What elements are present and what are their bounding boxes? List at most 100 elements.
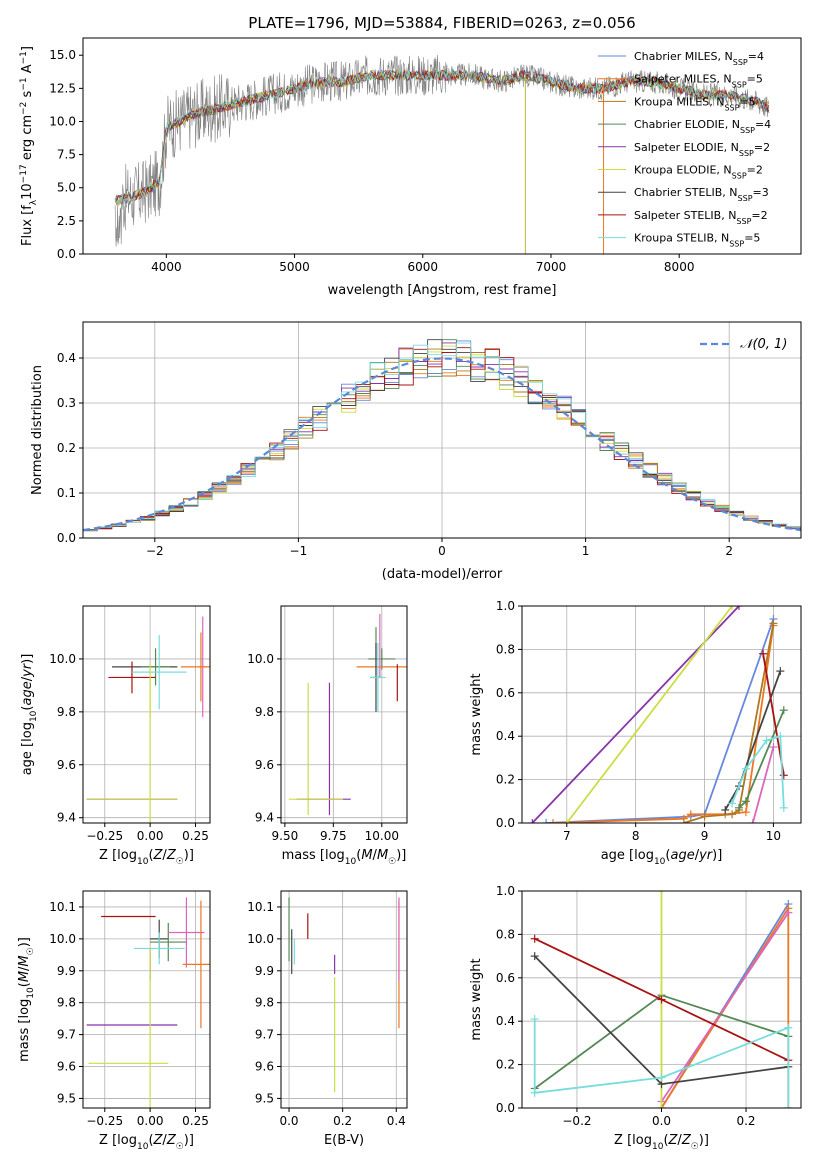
- label-part: age [log: [20, 722, 35, 775]
- label-part: yr: [698, 848, 714, 863]
- legend-text: Salpeter ELODIE, N: [634, 141, 739, 154]
- label-part: )]: [184, 1133, 194, 1148]
- x-tick-label: 10.00: [365, 829, 399, 843]
- x-tick-label: 9.75: [320, 829, 347, 843]
- label-part: Z: [166, 848, 177, 863]
- label-part: Z [log: [99, 1133, 137, 1148]
- legend-text: =2: [754, 141, 770, 154]
- x-tick-label: 0.25: [182, 1114, 209, 1128]
- x-tick-label: 0: [438, 544, 446, 558]
- label-part: s: [20, 90, 35, 101]
- plot-area: [530, 891, 793, 1108]
- label-part: Z: [153, 1133, 164, 1148]
- x-tick-label: −0.25: [86, 1114, 123, 1128]
- x-axis-label: wavelength [Angstrom, rest frame]: [328, 283, 557, 298]
- y-tick-label: 9.9: [57, 964, 76, 978]
- x-tick-label: 0.00: [137, 829, 164, 843]
- panel-mass-vs-EBV: 0.0 0.2 0.4 9.5 9.6 9.7 9.8 9.9 10.0 10.1 E(B-V): [247, 890, 408, 1148]
- y-tick-label: 10.0: [247, 932, 274, 946]
- weight-series: [735, 706, 788, 812]
- histogram-series: [83, 347, 801, 532]
- label-part: 10: [652, 1142, 664, 1152]
- y-tick-label: 10.0: [49, 114, 76, 128]
- y-tick-label: 9.8: [57, 705, 76, 719]
- axes-frame: [521, 605, 802, 824]
- label-part: M: [361, 848, 372, 863]
- plot-area: [86, 616, 210, 823]
- legend-text: =4: [748, 50, 764, 63]
- frame: −0.25 0.00 0.25 9.5 9.6 9.7 9.8 9.9 10.0 10.1 Z [l…: [17, 890, 211, 1152]
- histogram-series: [83, 339, 801, 530]
- weight-line: [660, 912, 790, 1103]
- y-tick-label: 2.5: [57, 214, 76, 228]
- error-bar-point: [368, 648, 396, 670]
- y-tick-label: 0.2: [496, 773, 515, 787]
- error-bar-point: [150, 922, 187, 962]
- y-tick-label: 0.4: [57, 351, 76, 365]
- weight-line: [552, 625, 775, 823]
- y-tick-label: 9.8: [57, 996, 76, 1010]
- legend-sub: SSP: [738, 194, 753, 203]
- y-axis-label: mass weight: [469, 958, 484, 1040]
- x-tick-label: −2: [146, 544, 164, 558]
- x-tick-label: −1: [290, 544, 308, 558]
- y-tick-label: 9.8: [255, 996, 274, 1010]
- label-part: /: [162, 848, 167, 863]
- legend-sub: SSP: [732, 80, 747, 89]
- legend-text: Salpeter STELIB, N: [634, 209, 736, 222]
- label-part: (: [663, 1133, 668, 1148]
- panel-mass-vs-Z: −0.25 0.00 0.25 9.5 9.6 9.7 9.8 9.9 10.0 10.1 Z [l…: [17, 890, 211, 1152]
- label-part: −2: [19, 102, 29, 115]
- legend-entry: Kroupa MILES, NSSP=5: [634, 95, 756, 112]
- y-axis-label: Flux [fλ10−17 erg cm−2 s−1 A−1]: [19, 46, 39, 246]
- axes-frame: [280, 890, 408, 1109]
- plot-area: [86, 897, 210, 1108]
- label-part: )]: [396, 848, 406, 863]
- label-part: /: [373, 848, 378, 863]
- y-tick-label: 0.8: [496, 642, 515, 656]
- y-tick-label: 10.1: [49, 900, 76, 914]
- histogram-series: [83, 342, 801, 531]
- x-axis-label: (data-model)/error: [382, 567, 503, 582]
- label-part: /: [17, 966, 32, 971]
- label-part: 10: [137, 857, 149, 867]
- label-part: age [log: [601, 848, 654, 863]
- label-part: (: [148, 1133, 153, 1148]
- x-axis-label: mass [log10(M/M☉)]: [282, 848, 407, 867]
- label-part: ☉: [176, 1142, 184, 1152]
- y-tick-label: 9.4: [57, 811, 76, 825]
- x-tick-label: −0.2: [562, 1114, 591, 1128]
- x-tick-label: 8000: [664, 260, 695, 274]
- label-part: ]: [20, 46, 35, 51]
- x-axis-label: Z [log10(Z/Z☉)]: [614, 1133, 709, 1152]
- legend-text: Kroupa ELODIE, N: [634, 164, 732, 177]
- frame: −0.25 0.00 0.259.49.69.810.0Z [log10(Z/Z☉)…: [20, 605, 211, 867]
- legend-entry: Salpeter ELODIE, NSSP=2: [634, 141, 770, 158]
- label-part: 10: [654, 857, 666, 867]
- label-part: Z [log: [99, 848, 137, 863]
- axes-frame: [82, 890, 211, 1109]
- legend-entry: 𝒩(0, 1): [740, 337, 787, 352]
- y-tick-label: 10.0: [247, 652, 274, 666]
- legend-text: =4: [755, 118, 771, 131]
- panel-age-vs-Z: −0.25 0.00 0.259.49.69.810.0Z [log10(Z/Z☉)…: [20, 605, 211, 867]
- y-tick-label: 12.5: [49, 81, 76, 95]
- legend-entry: Chabrier ELODIE, NSSP=4: [634, 118, 771, 135]
- y-tick-label: 1.0: [496, 884, 515, 898]
- legend-entry: Salpeter MILES, NSSP=5: [634, 73, 763, 90]
- y-tick-label: 0.3: [57, 396, 76, 410]
- label-part: λ: [29, 199, 39, 205]
- weight-series: [748, 743, 778, 823]
- legend-entry: Kroupa STELIB, NSSP=5: [634, 232, 760, 249]
- x-tick-label: 0.2: [736, 1114, 755, 1128]
- legend-entry: Salpeter STELIB, NSSP=2: [634, 209, 768, 226]
- label-part: /: [695, 848, 700, 863]
- legend-text: Salpeter MILES, N: [634, 73, 732, 86]
- label-part: −17: [19, 164, 29, 183]
- error-bar-point: [141, 648, 171, 686]
- y-tick-label: 9.6: [57, 758, 76, 772]
- label-part: Z: [166, 1133, 177, 1148]
- label-part: /: [20, 676, 35, 681]
